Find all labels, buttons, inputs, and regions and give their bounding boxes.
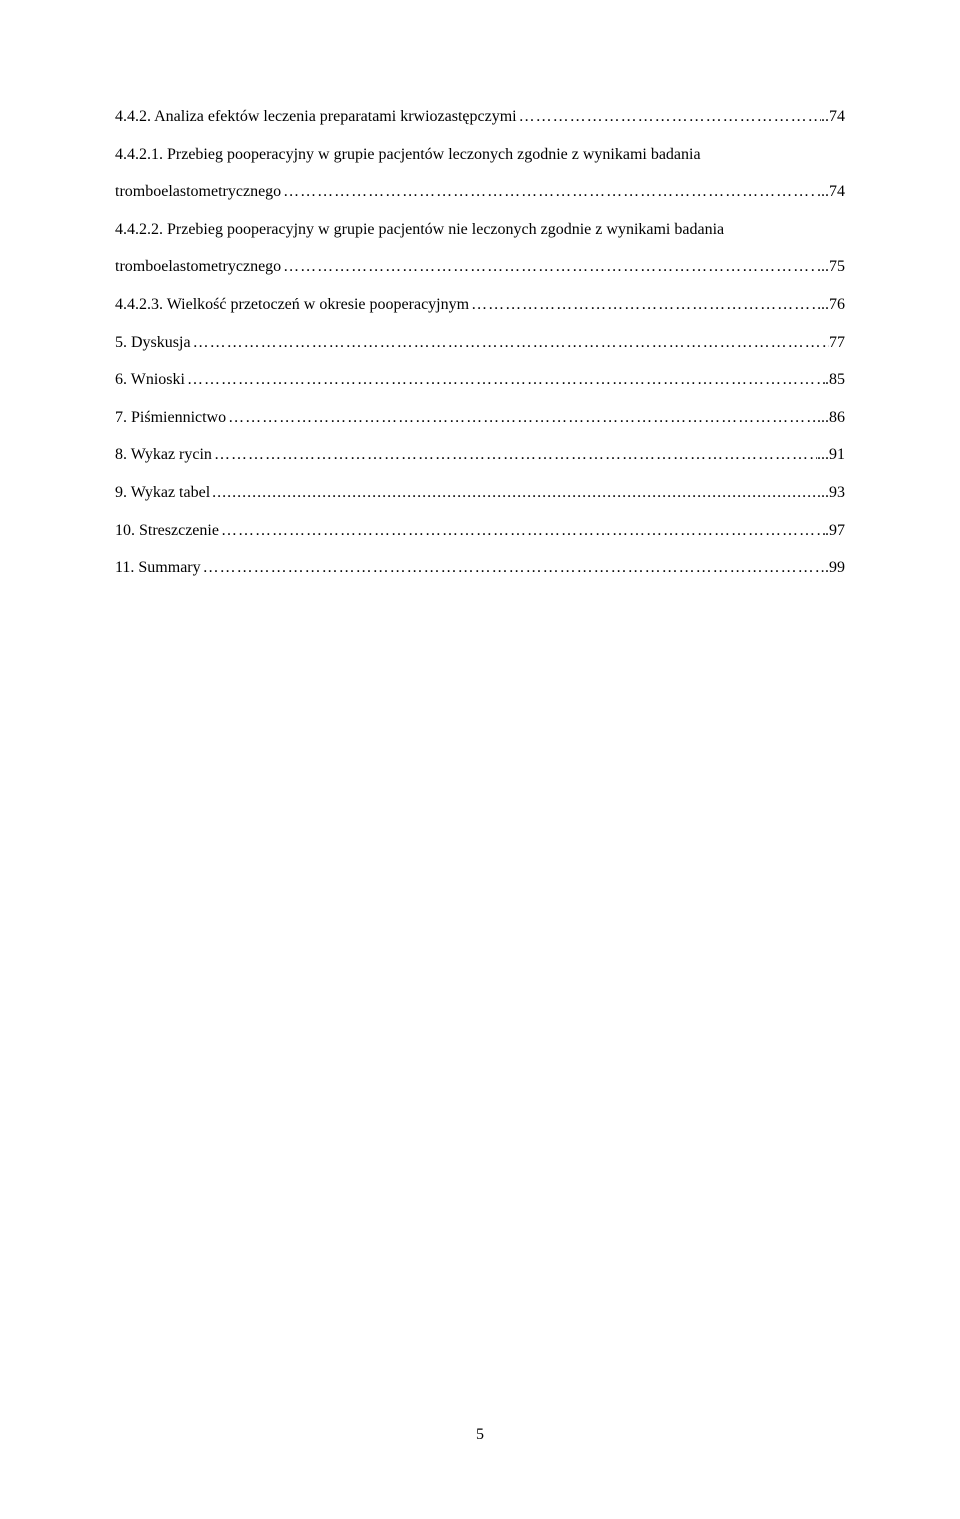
toc-entry: 5. Dyskusja 77 xyxy=(115,324,845,362)
toc-leader xyxy=(281,248,817,286)
toc-page: .97 xyxy=(825,512,845,550)
toc-label: 4.4.2.1. Przebieg pooperacyjny w grupie … xyxy=(115,136,701,174)
toc-label: 4.4.2.3. Wielkość przetoczeń w okresie p… xyxy=(115,286,469,324)
toc-entry: 11. Summary .99 xyxy=(115,549,845,587)
toc-page: .99 xyxy=(825,549,845,587)
toc-leader xyxy=(210,474,817,512)
toc-page: ...74 xyxy=(817,173,845,211)
toc-label: 9. Wykaz tabel xyxy=(115,474,210,512)
toc-label: 4.4.2. Analiza efektów leczenia preparat… xyxy=(115,98,517,136)
toc-label: 8. Wykaz rycin xyxy=(115,436,212,474)
toc-entry: tromboelastometrycznego ...74 xyxy=(115,173,845,211)
page-number: 5 xyxy=(0,1426,960,1444)
toc-entry: 4.4.2.2. Przebieg pooperacyjny w grupie … xyxy=(115,211,845,249)
toc-label: 7. Piśmiennictwo xyxy=(115,399,226,437)
toc-label: 6. Wnioski xyxy=(115,361,185,399)
toc-page: 77 xyxy=(829,324,845,362)
toc-page: ...86 xyxy=(817,399,845,437)
toc-leader xyxy=(219,512,825,550)
toc-label: 11. Summary xyxy=(115,549,201,587)
toc-entry: 9. Wykaz tabel ...93 xyxy=(115,474,845,512)
toc-label: tromboelastometrycznego xyxy=(115,173,281,211)
toc-entry: 6. Wnioski .85 xyxy=(115,361,845,399)
toc-page: ..76 xyxy=(821,286,845,324)
toc-entry: 4.4.2.3. Wielkość przetoczeń w okresie p… xyxy=(115,286,845,324)
toc-entry: 4.4.2.1. Przebieg pooperacyjny w grupie … xyxy=(115,136,845,174)
toc-entry: tromboelastometrycznego ...75 xyxy=(115,248,845,286)
toc-entry: 8. Wykaz rycin ...91 xyxy=(115,436,845,474)
toc-leader xyxy=(212,436,817,474)
toc-leader xyxy=(281,173,817,211)
toc-label: tromboelastometrycznego xyxy=(115,248,281,286)
toc-label: 10. Streszczenie xyxy=(115,512,219,550)
toc-leader xyxy=(185,361,825,399)
toc-page: ..74 xyxy=(821,98,845,136)
toc-leader xyxy=(201,549,825,587)
page-content: 4.4.2. Analiza efektów leczenia preparat… xyxy=(0,0,960,587)
toc-leader xyxy=(517,98,821,136)
toc-leader xyxy=(469,286,821,324)
toc-leader xyxy=(226,399,817,437)
toc-entry: 4.4.2. Analiza efektów leczenia preparat… xyxy=(115,98,845,136)
toc-page: ...93 xyxy=(817,474,845,512)
toc-page: ...91 xyxy=(817,436,845,474)
toc-page: ...75 xyxy=(817,248,845,286)
toc-label: 4.4.2.2. Przebieg pooperacyjny w grupie … xyxy=(115,211,724,249)
toc-entry: 10. Streszczenie .97 xyxy=(115,512,845,550)
toc-label: 5. Dyskusja xyxy=(115,324,191,362)
toc-entry: 7. Piśmiennictwo ...86 xyxy=(115,399,845,437)
toc-leader xyxy=(191,324,829,362)
toc-page: .85 xyxy=(825,361,845,399)
